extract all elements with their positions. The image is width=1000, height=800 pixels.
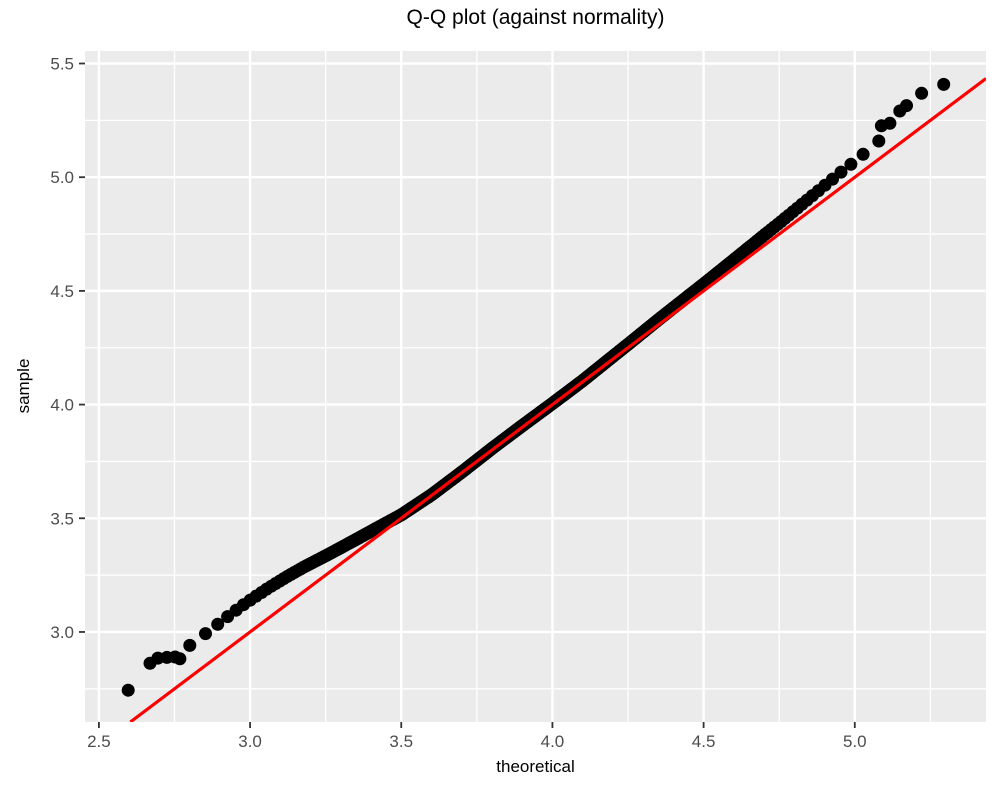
y-tick-labels: 3.0 3.5 4.0 4.5 5.0 5.5 (50, 55, 74, 642)
y-tick-label: 4.0 (50, 396, 74, 415)
x-tick-label: 4.5 (692, 732, 716, 751)
x-tick-labels: 2.5 3.0 3.5 4.0 4.5 5.0 (87, 732, 867, 751)
y-tick-label: 4.5 (50, 282, 74, 301)
gridlines-major (85, 51, 986, 722)
axis-ticks (79, 62, 856, 728)
x-tick-label: 2.5 (87, 732, 111, 751)
x-tick-label: 5.0 (843, 732, 867, 751)
x-tick-label: 4.0 (541, 732, 565, 751)
reference-line (129, 77, 986, 722)
x-axis-label: theoretical (496, 757, 575, 776)
gridlines-minor (85, 51, 986, 722)
x-tick-label: 3.5 (389, 732, 413, 751)
y-tick-label: 5.5 (50, 55, 74, 74)
y-tick-label: 5.0 (50, 168, 74, 187)
y-tick-label: 3.0 (50, 623, 74, 642)
y-tick-label: 3.5 (50, 509, 74, 528)
x-tick-label: 3.0 (238, 732, 262, 751)
chart-title: Q-Q plot (against normality) (406, 6, 665, 29)
